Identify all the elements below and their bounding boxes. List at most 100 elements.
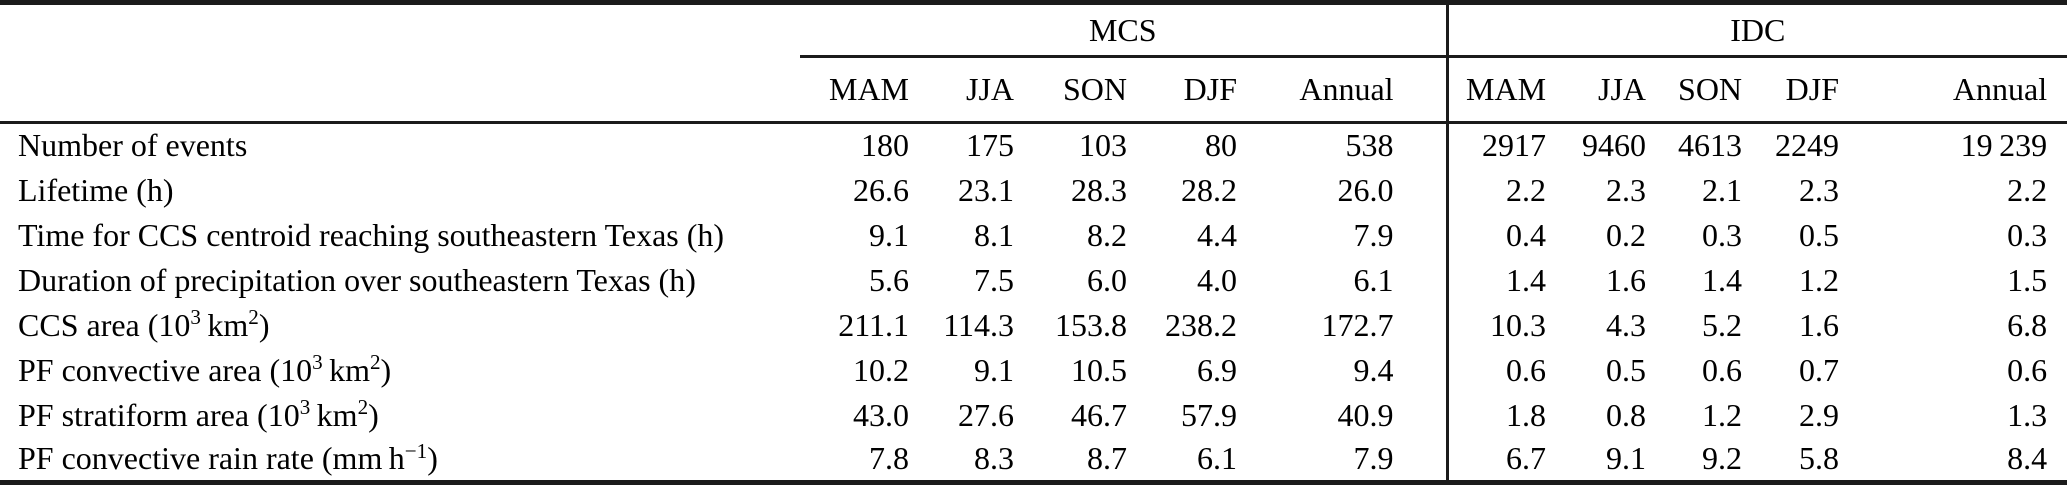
row-label: PF convective area (103 km2): [18, 349, 392, 388]
value-cell: 114.3: [943, 306, 1014, 343]
value-cell: 7.8: [869, 440, 909, 477]
value-cell: 2.1: [1702, 171, 1743, 208]
value-cell: 27.6: [958, 396, 1014, 433]
value-cell: 6.7: [1445, 437, 1553, 483]
row-label: Number of events: [18, 127, 248, 164]
row-label: PF stratiform area (103 km2): [18, 394, 379, 433]
value-cell: 28.3: [1071, 171, 1127, 208]
value-cell: 1.6: [1799, 306, 1840, 343]
column-header-row: MAM JJA SON DJF Annual MAM JJA SON DJF A…: [0, 56, 2067, 124]
column-header-idc-son: SON: [1652, 56, 1749, 124]
value-cell: 0.8: [1606, 396, 1647, 433]
value-cell: 43.0: [853, 396, 909, 433]
value-cell: 9.1: [974, 351, 1014, 388]
value-cell: 19 239: [1960, 127, 2048, 164]
table-row: Duration of precipitation over southeast…: [0, 257, 2067, 303]
value-cell: 1.4: [1702, 261, 1743, 298]
value-cell: 80: [1205, 127, 1237, 164]
value-cell: 28.2: [1181, 171, 1237, 208]
value-cell: 46.7: [1071, 396, 1127, 433]
value-cell: 7.5: [974, 261, 1014, 298]
value-cell: 2249: [1775, 127, 1840, 164]
value-cell: 0.3: [1702, 216, 1743, 253]
column-header-idc-mam: MAM: [1445, 56, 1553, 124]
row-label: Lifetime (h): [18, 171, 174, 208]
value-cell: 10.5: [1071, 351, 1127, 388]
value-cell: 0.5: [1799, 216, 1840, 253]
column-header-mcs-jja: JJA: [915, 56, 1020, 124]
value-cell: 6.1: [1353, 261, 1394, 298]
corner-cell: [0, 56, 800, 124]
value-cell: 4613: [1678, 127, 1743, 164]
value-cell: 40.9: [1337, 396, 1394, 433]
table-body: Number of events 180 175 103 80 538 2917 9460 46…: [0, 122, 2067, 483]
column-header-idc-djf: DJF: [1748, 56, 1846, 124]
table-row: Lifetime (h) 26.6 23.1 28.3 28.2 26.0 2.2 2.3 2.…: [0, 167, 2067, 213]
value-cell: 1.4: [1445, 257, 1553, 303]
value-cell: 9.4: [1353, 351, 1394, 388]
value-cell: 6.0: [1087, 261, 1127, 298]
value-cell: 0.5: [1606, 351, 1647, 388]
value-cell: 9.1: [1606, 440, 1647, 477]
value-cell: 153.8: [1055, 306, 1127, 343]
group-header-idc: IDC: [1445, 2, 2067, 58]
corner-cell: [0, 3, 800, 57]
value-cell: 26.0: [1337, 171, 1394, 208]
value-cell: 8.7: [1087, 440, 1127, 477]
value-cell: 0.4: [1445, 212, 1553, 258]
value-cell: 238.2: [1165, 306, 1237, 343]
column-header-idc-annual: Annual: [1845, 56, 2067, 124]
value-cell: 6.8: [2007, 306, 2048, 343]
value-cell: 1.8: [1445, 392, 1553, 438]
value-cell: 2.9: [1799, 396, 1840, 433]
value-cell: 0.2: [1606, 216, 1647, 253]
value-cell: 6.1: [1197, 440, 1237, 477]
value-cell: 0.3: [2007, 216, 2048, 253]
value-cell: 8.4: [2007, 440, 2048, 477]
value-cell: 9.1: [869, 216, 909, 253]
value-cell: 2.3: [1799, 171, 1840, 208]
row-label: Duration of precipitation over southeast…: [18, 261, 696, 298]
value-cell: 5.2: [1702, 306, 1743, 343]
value-cell: 211.1: [838, 306, 909, 343]
table-row: CCS area (103 km2) 211.1 114.3 153.8 238.2 17…: [0, 302, 2067, 348]
value-cell: 8.2: [1087, 216, 1127, 253]
value-cell: 2917: [1445, 122, 1553, 168]
value-cell: 23.1: [958, 171, 1014, 208]
value-cell: 180: [861, 127, 909, 164]
table-row: PF convective rain rate (mm h−1) 7.8 8.3 8.…: [0, 437, 2067, 483]
value-cell: 57.9: [1181, 396, 1237, 433]
value-cell: 1.6: [1606, 261, 1647, 298]
value-cell: 0.7: [1799, 351, 1840, 388]
value-cell: 175: [966, 127, 1014, 164]
table-row: PF convective area (103 km2) 10.2 9.1 10.5 6…: [0, 347, 2067, 393]
row-label: Time for CCS centroid reaching southeast…: [18, 216, 725, 253]
value-cell: 8.1: [974, 216, 1014, 253]
value-cell: 4.4: [1197, 216, 1237, 253]
value-cell: 10.2: [853, 351, 909, 388]
value-cell: 0.6: [1702, 351, 1743, 388]
value-cell: 1.5: [2007, 261, 2048, 298]
value-cell: 9.2: [1702, 440, 1743, 477]
seasonal-statistics-table: MCS IDC MAM JJA SON DJF Annual MAM JJA S…: [0, 0, 2067, 485]
value-cell: 26.6: [853, 171, 909, 208]
table-row: PF stratiform area (103 km2) 43.0 27.6 46.7…: [0, 392, 2067, 438]
value-cell: 103: [1079, 127, 1127, 164]
value-cell: 7.9: [1353, 216, 1394, 253]
value-cell: 1.2: [1799, 261, 1840, 298]
group-header-mcs: MCS: [800, 2, 1448, 58]
value-cell: 0.6: [1445, 347, 1553, 393]
value-cell: 9460: [1582, 127, 1647, 164]
value-cell: 2.3: [1606, 171, 1647, 208]
value-cell: 1.3: [2007, 396, 2048, 433]
value-cell: 5.6: [869, 261, 909, 298]
value-cell: 4.3: [1606, 306, 1647, 343]
row-label: PF convective rain rate (mm h−1): [18, 438, 438, 477]
value-cell: 0.6: [2007, 351, 2048, 388]
row-label: CCS area (103 km2): [18, 304, 270, 343]
column-header-idc-jja: JJA: [1552, 56, 1653, 124]
table-row: Number of events 180 175 103 80 538 2917 9460 46…: [0, 122, 2067, 168]
column-header-mcs-annual: Annual: [1243, 56, 1448, 124]
group-header-row: MCS IDC: [0, 2, 2067, 58]
value-cell: 6.9: [1197, 351, 1237, 388]
